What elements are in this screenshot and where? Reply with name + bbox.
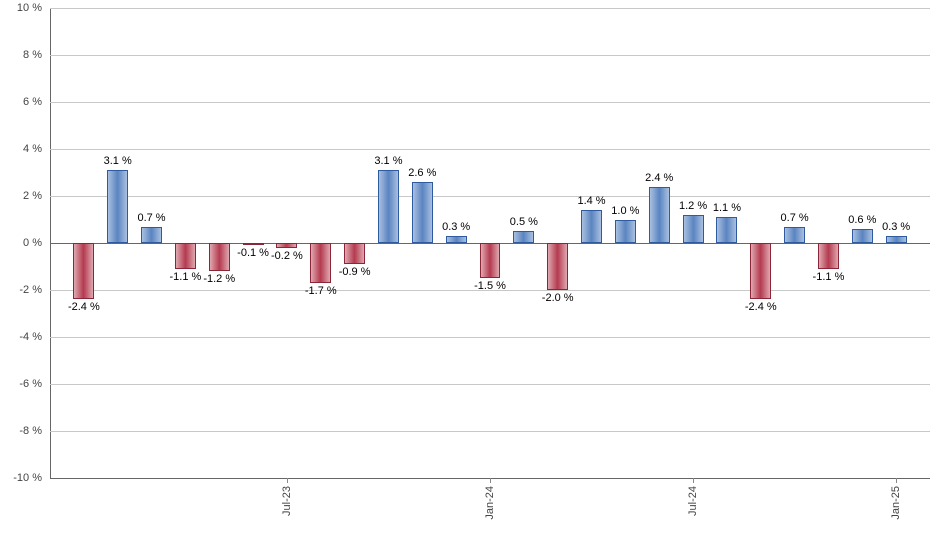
- bar-value-label: -1.2 %: [203, 273, 235, 285]
- bar-value-label: -2.4 %: [68, 301, 100, 313]
- bar: [649, 187, 670, 243]
- bar-value-label: 1.0 %: [611, 205, 639, 217]
- bar: [73, 243, 94, 299]
- bar-value-label: -2.4 %: [745, 301, 777, 313]
- bar-value-label: 3.1 %: [104, 155, 132, 167]
- bar-value-label: 0.6 %: [848, 214, 876, 226]
- x-tick-label: Jul-24: [687, 486, 699, 516]
- bar: [378, 170, 399, 243]
- bar-value-label: -1.7 %: [305, 285, 337, 297]
- gridline: [50, 102, 930, 103]
- bar: [852, 229, 873, 243]
- bar: [209, 243, 230, 271]
- bar: [480, 243, 501, 278]
- bar: [784, 227, 805, 243]
- bar: [581, 210, 602, 243]
- y-tick-label: -4 %: [2, 331, 42, 343]
- bar: [412, 182, 433, 243]
- bar-value-label: 0.3 %: [442, 221, 470, 233]
- gridline: [50, 55, 930, 56]
- bar-value-label: -1.5 %: [474, 280, 506, 292]
- bar: [683, 215, 704, 243]
- x-tick-mark: [693, 478, 694, 483]
- bar: [107, 170, 128, 243]
- bar-value-label: 1.4 %: [577, 195, 605, 207]
- bar: [344, 243, 365, 264]
- bar-value-label: -1.1 %: [813, 271, 845, 283]
- gridline: [50, 384, 930, 385]
- bar: [446, 236, 467, 243]
- bar-value-label: 0.7 %: [137, 212, 165, 224]
- bar-value-label: 2.4 %: [645, 172, 673, 184]
- bar-value-label: 2.6 %: [408, 167, 436, 179]
- bar-value-label: -2.0 %: [542, 292, 574, 304]
- y-tick-label: 8 %: [2, 49, 42, 61]
- gridline: [50, 196, 930, 197]
- plot-area: -2.4 %3.1 %0.7 %-1.1 %-1.2 %-0.1 %-0.2 %…: [50, 8, 930, 478]
- y-tick-label: 2 %: [2, 190, 42, 202]
- y-tick-label: -8 %: [2, 425, 42, 437]
- y-tick-label: 4 %: [2, 143, 42, 155]
- bar: [175, 243, 196, 269]
- bar: [310, 243, 331, 283]
- gridline: [50, 8, 930, 9]
- gridline: [50, 149, 930, 150]
- bar-value-label: 0.3 %: [882, 221, 910, 233]
- x-tick-mark: [896, 478, 897, 483]
- x-tick-mark: [490, 478, 491, 483]
- bar: [886, 236, 907, 243]
- bar-value-label: 0.7 %: [781, 212, 809, 224]
- gridline: [50, 337, 930, 338]
- bar-value-label: -1.1 %: [169, 271, 201, 283]
- y-tick-label: 10 %: [2, 2, 42, 14]
- bar-value-label: 0.5 %: [510, 216, 538, 228]
- bar: [818, 243, 839, 269]
- bar-value-label: 1.2 %: [679, 200, 707, 212]
- bar-value-label: 1.1 %: [713, 202, 741, 214]
- percent-change-bar-chart: -2.4 %3.1 %0.7 %-1.1 %-1.2 %-0.1 %-0.2 %…: [0, 0, 940, 550]
- bar-value-label: -0.9 %: [339, 266, 371, 278]
- bar: [276, 243, 297, 248]
- x-tick-label: Jul-23: [281, 486, 293, 516]
- gridline: [50, 431, 930, 432]
- bar-value-label: 3.1 %: [374, 155, 402, 167]
- bar-value-label: -0.1 %: [237, 247, 269, 259]
- bar: [716, 217, 737, 243]
- y-tick-label: 0 %: [2, 237, 42, 249]
- bar-value-label: -0.2 %: [271, 250, 303, 262]
- y-tick-label: -2 %: [2, 284, 42, 296]
- x-tick-label: Jan-25: [890, 486, 902, 520]
- x-tick-label: Jan-24: [484, 486, 496, 520]
- bar: [243, 243, 264, 245]
- bar: [547, 243, 568, 290]
- y-tick-label: -10 %: [2, 472, 42, 484]
- bar: [141, 227, 162, 243]
- x-tick-mark: [287, 478, 288, 483]
- bar: [513, 231, 534, 243]
- bar: [615, 220, 636, 244]
- bar: [750, 243, 771, 299]
- y-tick-label: 6 %: [2, 96, 42, 108]
- y-tick-label: -6 %: [2, 378, 42, 390]
